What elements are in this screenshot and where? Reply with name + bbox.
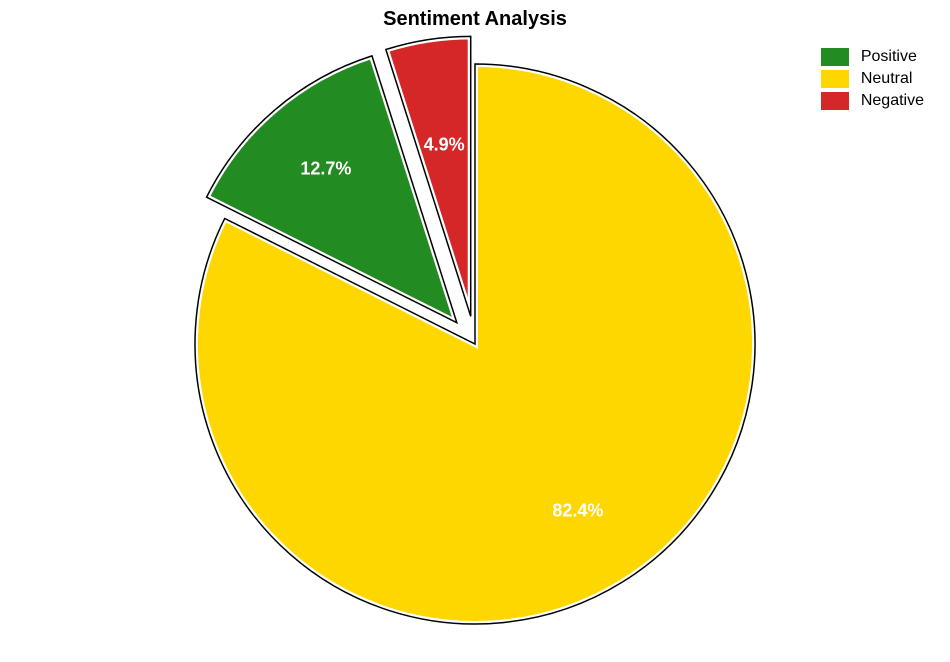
legend-label-negative: Negative (861, 92, 924, 110)
legend: Positive Neutral Negative (821, 48, 924, 114)
slice-label-neutral: 82.4% (552, 500, 603, 521)
slice-label-positive: 12.7% (300, 159, 351, 180)
legend-item-neutral: Neutral (821, 70, 924, 88)
legend-label-neutral: Neutral (861, 70, 913, 88)
legend-item-positive: Positive (821, 48, 924, 66)
legend-swatch-negative (821, 92, 849, 110)
slice-label-negative: 4.9% (424, 134, 465, 155)
legend-item-negative: Negative (821, 92, 924, 110)
sentiment-pie-chart: Sentiment Analysis Positive Neutral Nega… (0, 0, 950, 662)
legend-label-positive: Positive (861, 48, 917, 66)
legend-swatch-neutral (821, 70, 849, 88)
pie-svg (0, 0, 950, 662)
legend-swatch-positive (821, 48, 849, 66)
